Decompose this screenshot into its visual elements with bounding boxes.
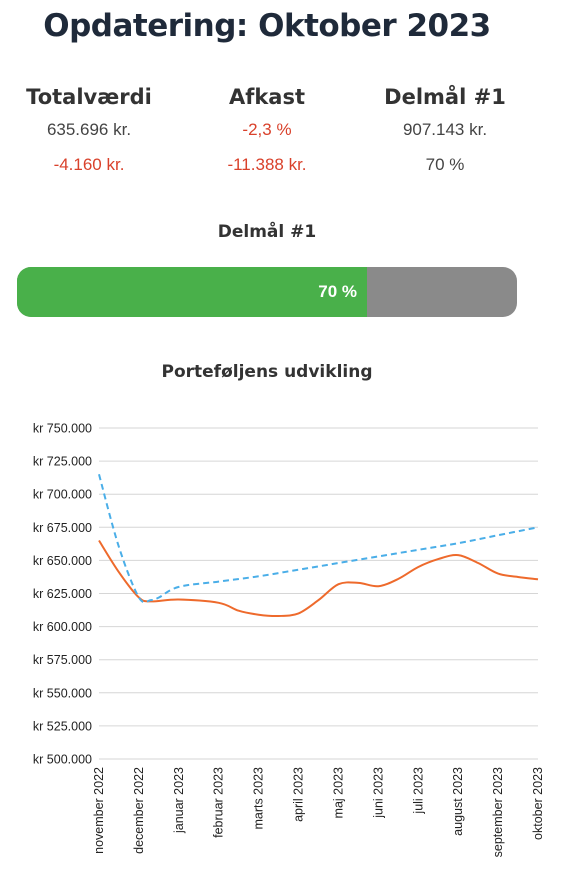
stat-label: Afkast (228, 85, 306, 109)
x-tick-label: december 2022 (132, 767, 146, 854)
stat-value: 635.696 kr. (46, 120, 132, 139)
x-tick-label: juli 2023 (411, 767, 425, 815)
x-tick-label: oktober 2023 (531, 767, 545, 840)
goal-progress-bar: 70 % (17, 267, 517, 317)
x-tick-label: april 2023 (292, 767, 306, 822)
y-tick-label: kr 525.000 (33, 719, 92, 733)
goal-progress-label: 70 % (318, 282, 357, 301)
y-tick-label: kr 600.000 (33, 620, 92, 634)
stats-row: Totalværdi 635.696 kr. -4.160 kr. Afkast… (0, 82, 534, 182)
x-tick-label: juni 2023 (371, 767, 385, 819)
page-title: Opdatering: Oktober 2023 (43, 8, 491, 44)
y-tick-label: kr 575.000 (33, 653, 92, 667)
x-tick-label: januar 2023 (172, 767, 186, 834)
stat-change: -4.160 kr. (53, 155, 125, 174)
y-tick-label: kr 725.000 (33, 455, 92, 469)
y-tick-label: kr 700.000 (33, 488, 92, 502)
stat-goal: Delmål #1 907.143 kr. 70 % (356, 82, 534, 182)
y-tick-label: kr 500.000 (33, 753, 92, 767)
goal-title: Delmål #1 (217, 222, 317, 242)
goal-progress-fill (17, 267, 367, 317)
portfolio-series-line (98, 539, 539, 618)
x-tick-label: marts 2023 (252, 767, 266, 830)
stat-return: Afkast -2,3 % -11.388 kr. (178, 82, 356, 182)
stat-value: 907.143 kr. (402, 120, 488, 139)
x-tick-label: september 2023 (491, 767, 505, 857)
x-tick-label: november 2022 (92, 767, 106, 854)
stat-change: -11.388 kr. (227, 155, 307, 174)
stat-percent: 70 % (425, 155, 465, 174)
y-tick-label: kr 550.000 (33, 686, 92, 700)
x-tick-label: februar 2023 (212, 767, 226, 838)
x-tick-label: maj 2023 (331, 767, 345, 818)
y-tick-label: kr 650.000 (33, 554, 92, 568)
stat-label: Delmål #1 (384, 85, 506, 109)
y-tick-label: kr 675.000 (33, 521, 92, 535)
x-tick-label: august 2023 (451, 767, 465, 836)
stat-label: Totalværdi (26, 85, 152, 109)
target-series-line (98, 474, 539, 604)
chart-title: Porteføljens udvikling (161, 362, 373, 382)
stat-total-value: Totalværdi 635.696 kr. -4.160 kr. (0, 82, 178, 182)
y-tick-label: kr 750.000 (33, 422, 92, 436)
y-tick-label: kr 625.000 (33, 587, 92, 601)
stat-value: -2,3 % (242, 120, 292, 139)
